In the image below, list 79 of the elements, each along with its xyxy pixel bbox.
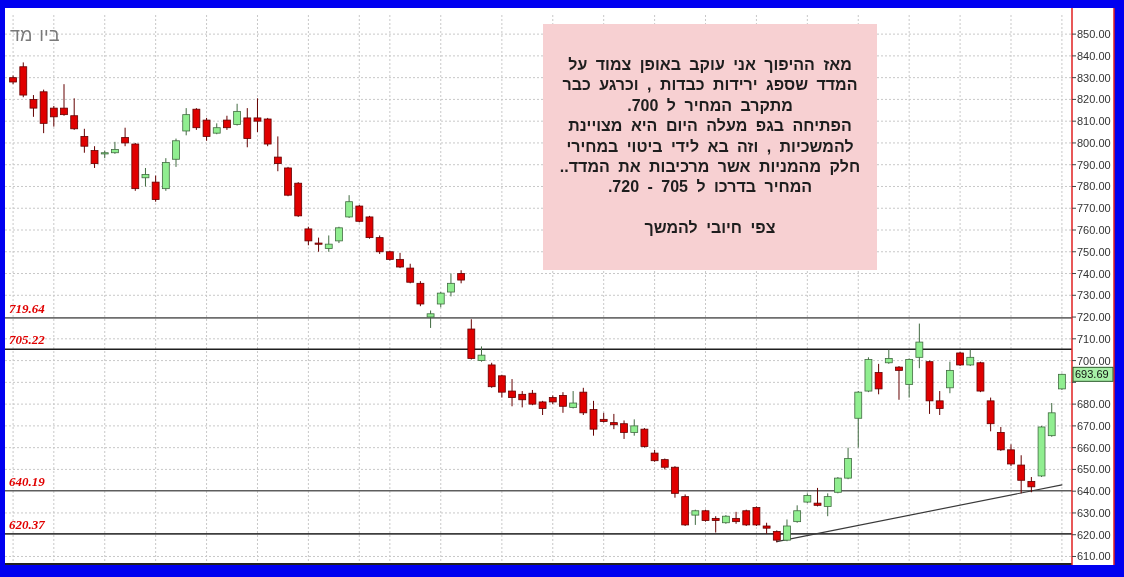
y-tick-label: 650.00 [1077, 463, 1111, 476]
candlestick [874, 363, 883, 395]
y-tick-label: 800.00 [1077, 136, 1111, 149]
candlestick [172, 138, 180, 168]
y-tick-label: 730.00 [1077, 289, 1111, 302]
candlestick [121, 127, 129, 147]
y-tick-label: 670.00 [1077, 419, 1111, 432]
candlestick [579, 387, 588, 416]
ref-line-label: 719.64 [9, 300, 46, 316]
candlestick [844, 447, 852, 480]
candlestick [60, 83, 68, 117]
candlestick [80, 128, 89, 154]
candlestick [111, 141, 119, 155]
y-tick-label: 770.00 [1077, 202, 1111, 215]
candlestick [304, 226, 313, 246]
candlestick [895, 365, 903, 401]
candlestick [620, 419, 628, 440]
candlestick [1047, 402, 1056, 438]
candlestick [49, 105, 58, 128]
candlestick [192, 107, 201, 131]
candlestick [243, 107, 252, 148]
title: ביו מד [10, 25, 60, 46]
y-tick-label: 610.00 [1077, 550, 1111, 563]
candlestick [233, 103, 241, 127]
candlestick [915, 323, 924, 369]
candlestick [202, 117, 211, 142]
candlestick [732, 511, 740, 525]
candlestick [151, 175, 160, 203]
ref-line: 620.37 [4, 516, 1073, 535]
y-tick-label: 820.00 [1077, 93, 1111, 106]
ref-line: 705.22 [4, 332, 1073, 351]
candlestick [610, 413, 618, 430]
candlestick [182, 107, 191, 136]
candlestick [823, 492, 832, 517]
y-tick-label: 640.00 [1077, 485, 1111, 498]
candlestick [569, 390, 577, 409]
candlestick [375, 234, 384, 255]
y-tick-label: 740.00 [1077, 267, 1111, 280]
candlestick [996, 426, 1005, 452]
y-tick-label: 840.00 [1077, 49, 1111, 62]
ref-line-label: 640.19 [9, 473, 46, 489]
candlestick [487, 362, 496, 389]
candlestick [559, 391, 567, 414]
candlestick [447, 273, 455, 297]
y-tick-label: 660.00 [1077, 441, 1111, 454]
candlestick [416, 280, 425, 307]
candlestick [946, 361, 954, 394]
candlestick [935, 390, 944, 416]
y-tick-label: 620.00 [1077, 528, 1111, 541]
y-tick-label: 750.00 [1077, 245, 1111, 258]
note-box: מאז ההיפוך אני עוקב באופן צמוד על המדד שספג ירידות כבדות , וכרגע כבר מתקרב המחיר ל 700. הפתיחה בגפ מעלה היום היא מצויינת להמשכיות , וזה בא לידי ביטוי במחירי חלק מהמניות אשר מרכיבות את המדד.. המחיר בדרכו ל 705 - 720. צפי חיובי להמשך [543, 24, 877, 270]
y-tick-label: 830.00 [1077, 71, 1111, 84]
y-tick-label: 790.00 [1077, 158, 1111, 171]
candlestick [508, 378, 516, 407]
candlestick [640, 427, 649, 449]
y-tick-label: 720.00 [1077, 311, 1111, 324]
y-tick-label: 680.00 [1077, 398, 1111, 411]
y-tick-label: 810.00 [1077, 115, 1111, 128]
y-tick-label: 780.00 [1077, 180, 1111, 193]
y-tick-label: 850.00 [1077, 28, 1111, 41]
candlestick [589, 400, 598, 437]
candlestick [90, 145, 99, 169]
y-tick-label: 700.00 [1077, 354, 1111, 367]
ref-line: 719.64 [4, 300, 1073, 319]
y-tick-label: 630.00 [1077, 506, 1111, 519]
candlestick [29, 94, 38, 118]
candlestick [1017, 454, 1026, 494]
candlestick [1007, 443, 1015, 467]
ref-line-label: 620.37 [9, 516, 46, 532]
candlestick [70, 97, 79, 131]
ref-line: 640.19 [4, 473, 1073, 492]
candlestick [273, 135, 282, 172]
candlestick [141, 167, 150, 187]
candlestick [253, 97, 262, 133]
price-tag: 693.69 [1072, 366, 1114, 382]
y-tick-label: 760.00 [1077, 224, 1111, 236]
ref-line-label: 705.22 [9, 332, 46, 348]
y-tick-label: 710.00 [1077, 332, 1111, 345]
candlestick [986, 397, 995, 432]
